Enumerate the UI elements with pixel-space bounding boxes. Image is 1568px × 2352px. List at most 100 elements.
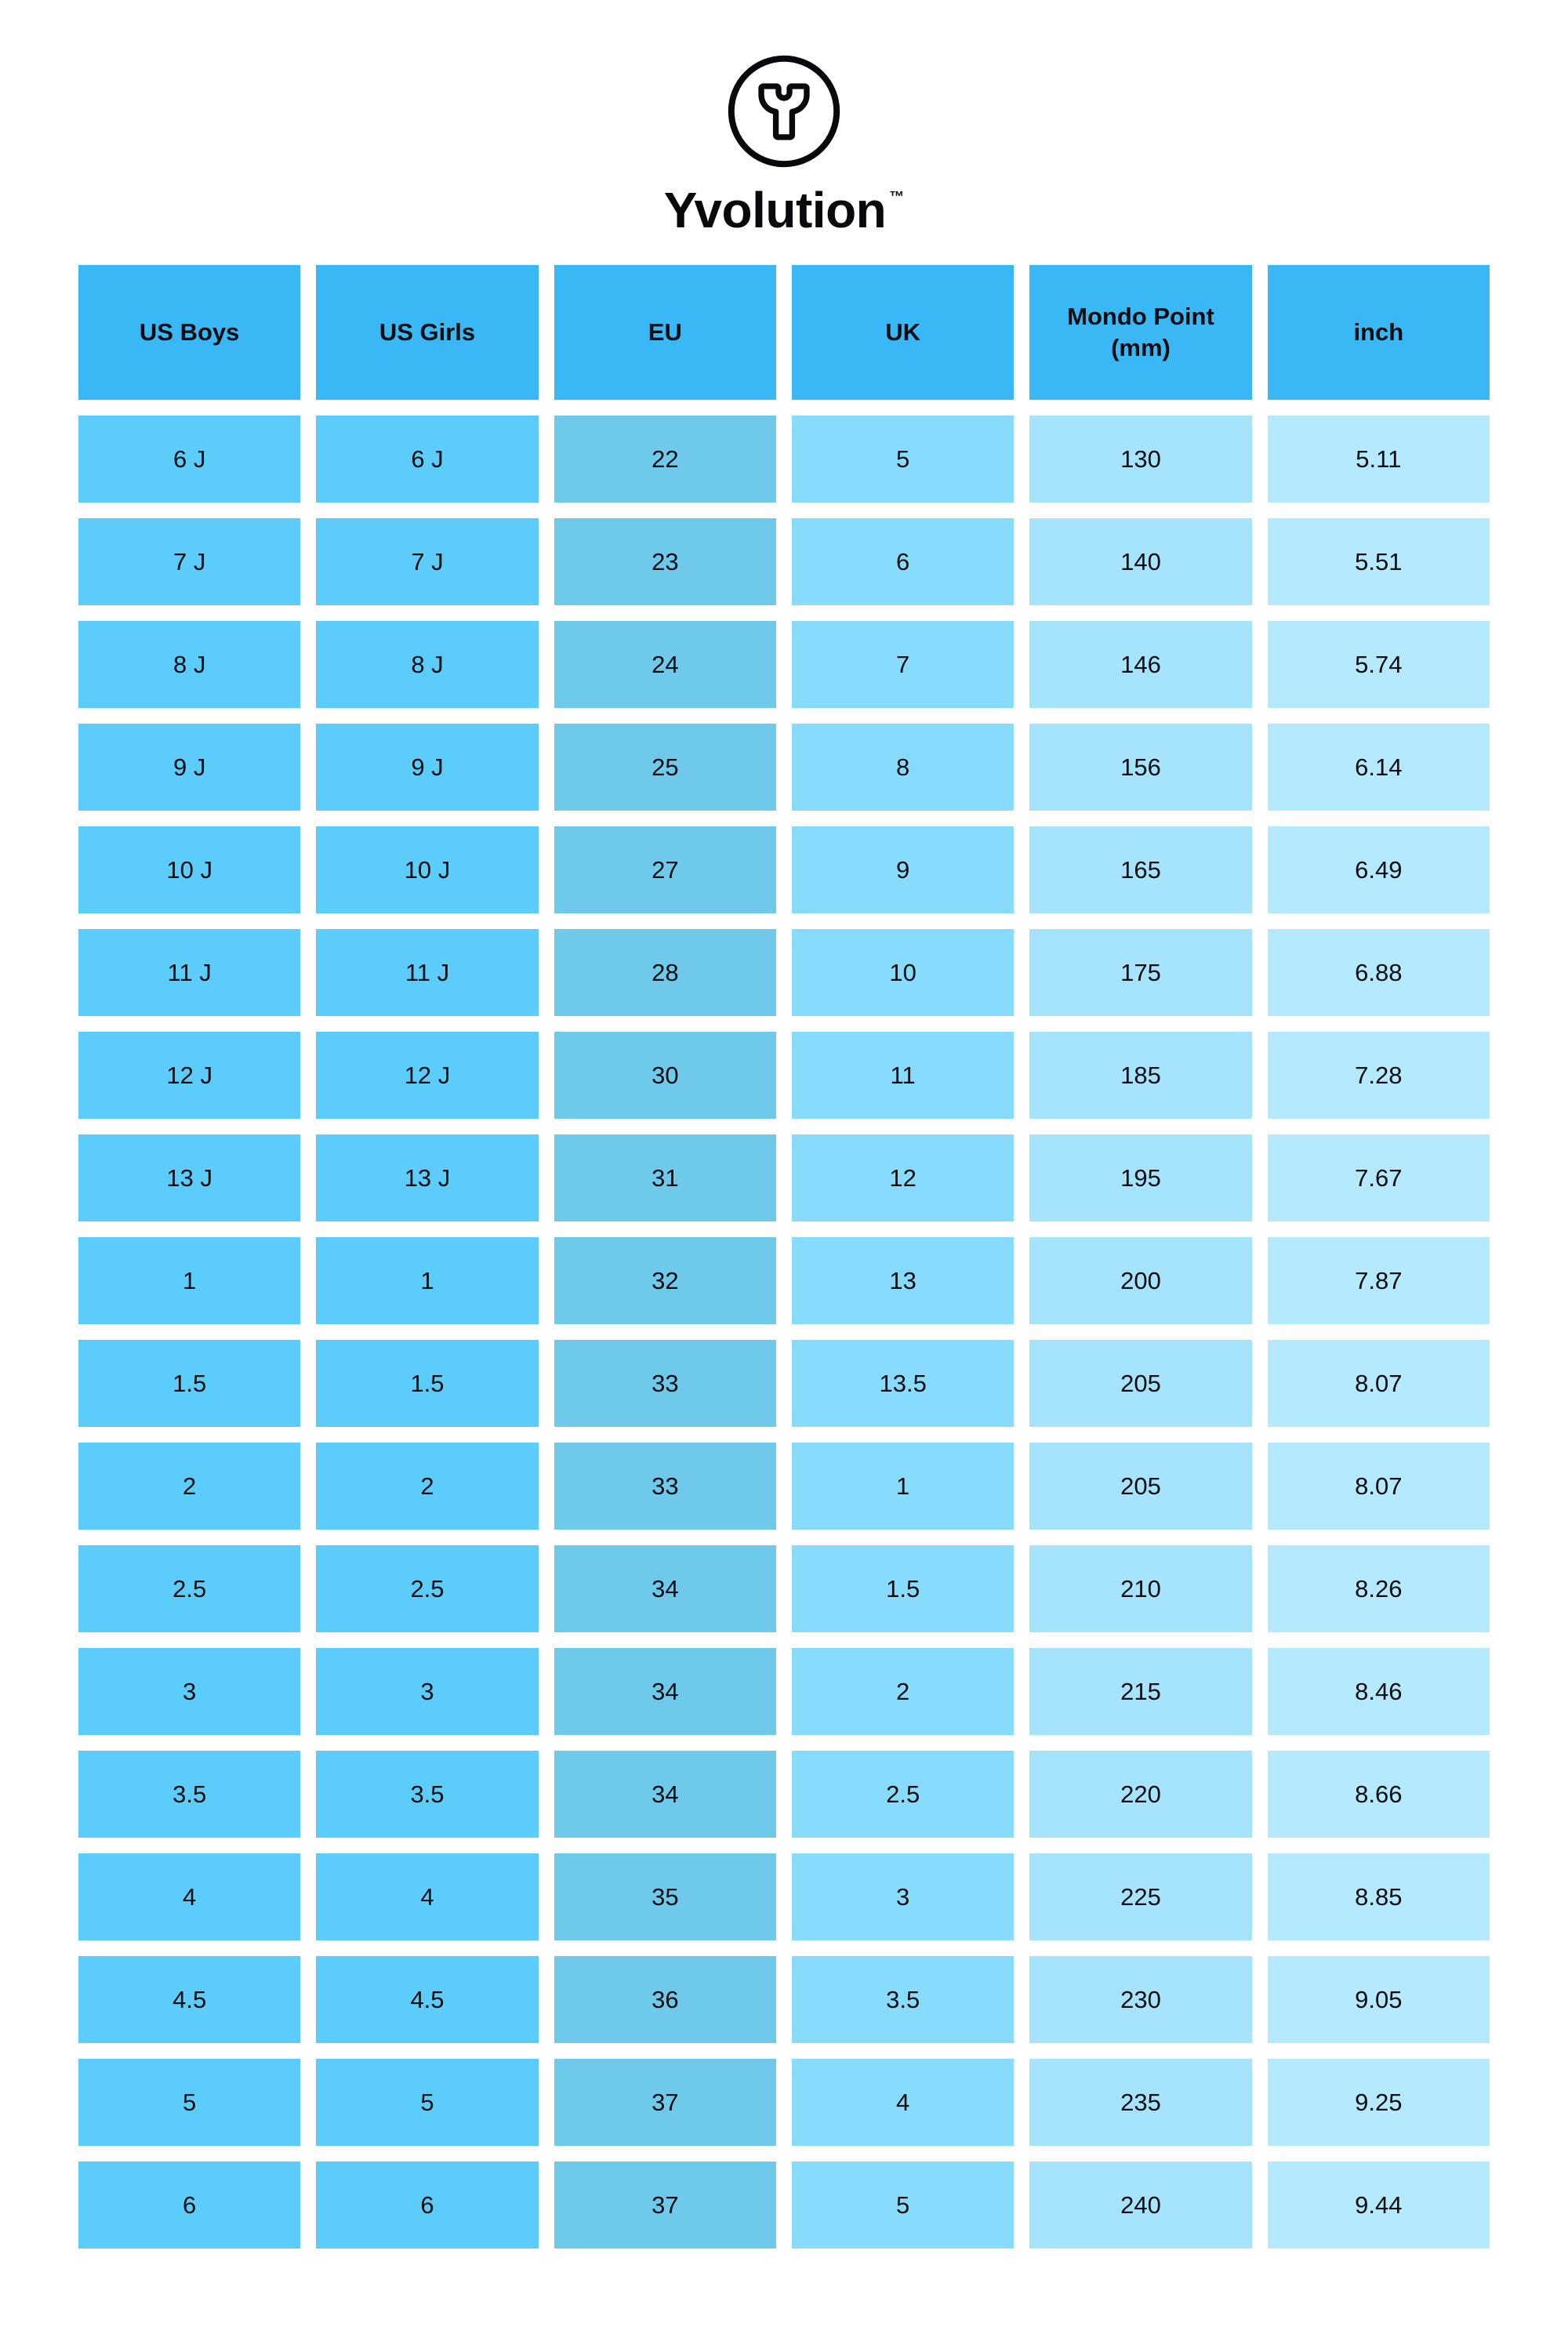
cell-inch: 5.51 [1267, 518, 1490, 605]
cell-us-boys: 11 J [78, 929, 301, 1016]
cell-mondo-point-mm: 195 [1029, 1134, 1252, 1221]
cell-uk: 7 [791, 621, 1014, 708]
yvolution-y-circle-logo-icon [721, 49, 847, 174]
cell-inch: 8.07 [1267, 1340, 1490, 1427]
table-row: 4 4 35 3 225 8.85 [78, 1853, 1490, 1940]
table-row: 4.5 4.5 36 3.5 230 9.05 [78, 1956, 1490, 2043]
cell-eu: 24 [554, 621, 776, 708]
cell-mondo-point-mm: 205 [1029, 1443, 1252, 1530]
cell-mondo-point-mm: 235 [1029, 2059, 1252, 2146]
cell-uk: 13.5 [791, 1340, 1014, 1427]
cell-uk: 8 [791, 724, 1014, 811]
cell-eu: 32 [554, 1237, 776, 1324]
cell-mondo-point-mm: 225 [1029, 1853, 1252, 1940]
cell-mondo-point-mm: 215 [1029, 1648, 1252, 1735]
cell-us-girls: 6 [316, 2161, 539, 2249]
cell-uk: 3 [791, 1853, 1014, 1940]
cell-eu: 36 [554, 1956, 776, 2043]
brand-header: Yvolution ™ [0, 0, 1568, 235]
brand-wordmark: Yvolution ™ [664, 185, 905, 235]
cell-us-girls: 9 J [316, 724, 539, 811]
cell-us-boys: 6 J [78, 416, 301, 503]
cell-inch: 7.87 [1267, 1237, 1490, 1324]
cell-inch: 9.44 [1267, 2161, 1490, 2249]
cell-mondo-point-mm: 140 [1029, 518, 1252, 605]
cell-mondo-point-mm: 220 [1029, 1751, 1252, 1838]
cell-us-girls: 8 J [316, 621, 539, 708]
cell-us-girls: 5 [316, 2059, 539, 2146]
cell-us-boys: 10 J [78, 826, 301, 913]
cell-mondo-point-mm: 210 [1029, 1545, 1252, 1632]
cell-us-boys: 6 [78, 2161, 301, 2249]
table-row: 2 2 33 1 205 8.07 [78, 1443, 1490, 1530]
cell-eu: 34 [554, 1648, 776, 1735]
table-row: 13 J 13 J 31 12 195 7.67 [78, 1134, 1490, 1221]
cell-uk: 5 [791, 2161, 1014, 2249]
brand-name: Yvolution [663, 182, 887, 238]
cell-eu: 30 [554, 1032, 776, 1119]
cell-inch: 9.05 [1267, 1956, 1490, 2043]
table-row: 11 J 11 J 28 10 175 6.88 [78, 929, 1490, 1016]
cell-us-girls: 1.5 [316, 1340, 539, 1427]
cell-us-boys: 3.5 [78, 1751, 301, 1838]
cell-us-girls: 7 J [316, 518, 539, 605]
cell-us-girls: 3 [316, 1648, 539, 1735]
cell-us-girls: 6 J [316, 416, 539, 503]
table-row: 6 6 37 5 240 9.44 [78, 2161, 1490, 2249]
cell-inch: 6.88 [1267, 929, 1490, 1016]
cell-inch: 8.26 [1267, 1545, 1490, 1632]
cell-us-boys: 7 J [78, 518, 301, 605]
cell-uk: 2.5 [791, 1751, 1014, 1838]
cell-us-girls: 3.5 [316, 1751, 539, 1838]
cell-uk: 3.5 [791, 1956, 1014, 2043]
cell-eu: 22 [554, 416, 776, 503]
table-row: 1 1 32 13 200 7.87 [78, 1237, 1490, 1324]
column-header-uk: UK [791, 265, 1014, 400]
cell-inch: 8.85 [1267, 1853, 1490, 1940]
cell-uk: 10 [791, 929, 1014, 1016]
cell-eu: 33 [554, 1443, 776, 1530]
cell-mondo-point-mm: 230 [1029, 1956, 1252, 2043]
cell-eu: 23 [554, 518, 776, 605]
cell-eu: 31 [554, 1134, 776, 1221]
cell-us-girls: 2.5 [316, 1545, 539, 1632]
cell-uk: 2 [791, 1648, 1014, 1735]
column-header-inch: inch [1267, 265, 1490, 400]
column-header-us-girls: US Girls [316, 265, 539, 400]
table-row: 1.5 1.5 33 13.5 205 8.07 [78, 1340, 1490, 1427]
cell-uk: 4 [791, 2059, 1014, 2146]
cell-mondo-point-mm: 200 [1029, 1237, 1252, 1324]
cell-us-girls: 13 J [316, 1134, 539, 1221]
cell-us-girls: 1 [316, 1237, 539, 1324]
cell-eu: 33 [554, 1340, 776, 1427]
cell-inch: 5.74 [1267, 621, 1490, 708]
cell-uk: 1.5 [791, 1545, 1014, 1632]
cell-mondo-point-mm: 165 [1029, 826, 1252, 913]
cell-mondo-point-mm: 130 [1029, 416, 1252, 503]
cell-us-boys: 4 [78, 1853, 301, 1940]
cell-us-girls: 2 [316, 1443, 539, 1530]
cell-uk: 11 [791, 1032, 1014, 1119]
cell-us-boys: 13 J [78, 1134, 301, 1221]
cell-us-boys: 12 J [78, 1032, 301, 1119]
cell-us-boys: 5 [78, 2059, 301, 2146]
cell-uk: 12 [791, 1134, 1014, 1221]
cell-inch: 8.07 [1267, 1443, 1490, 1530]
cell-us-boys: 8 J [78, 621, 301, 708]
cell-us-boys: 9 J [78, 724, 301, 811]
size-chart-table: US Boys US Girls EU UK Mondo Point (mm) inch 6… [39, 265, 1529, 2249]
cell-us-boys: 1.5 [78, 1340, 301, 1427]
cell-mondo-point-mm: 185 [1029, 1032, 1252, 1119]
cell-eu: 37 [554, 2059, 776, 2146]
cell-us-boys: 4.5 [78, 1956, 301, 2043]
cell-us-girls: 12 J [316, 1032, 539, 1119]
cell-us-girls: 4.5 [316, 1956, 539, 2043]
table-header-row: US Boys US Girls EU UK Mondo Point (mm) inch [78, 265, 1490, 400]
cell-uk: 13 [791, 1237, 1014, 1324]
table-row: 12 J 12 J 30 11 185 7.28 [78, 1032, 1490, 1119]
table-row: 2.5 2.5 34 1.5 210 8.26 [78, 1545, 1490, 1632]
